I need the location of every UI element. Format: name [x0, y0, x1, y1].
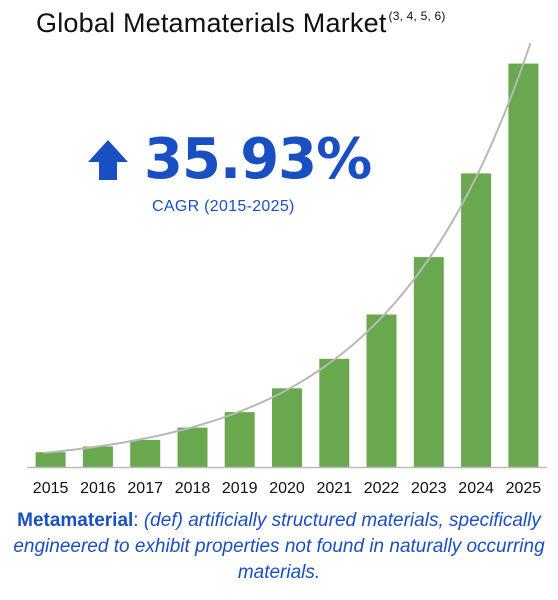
arrow-up-icon [88, 140, 128, 180]
bar-2016 [82, 446, 113, 467]
definition-term: Metamaterial [17, 510, 134, 531]
bar-2024 [461, 173, 492, 467]
definition-note: Metamaterial: (def) artificially structu… [0, 508, 558, 586]
x-tick-label: 2024 [458, 480, 494, 497]
cagr-value: 35.93% [144, 127, 372, 192]
bar-2017 [130, 439, 161, 467]
x-tick-label: 2017 [127, 480, 163, 497]
cagr-label: CAGR (2015-2025) [152, 198, 295, 215]
x-tick-label: 2023 [411, 480, 447, 497]
x-tick-label: 2025 [506, 480, 542, 497]
market-bar-chart: 2015 2016 2017 2018 2019 2020 2021 2022 2023 2024… [27, 42, 547, 497]
bar-2015 [35, 452, 66, 467]
bar-2020 [272, 388, 302, 467]
x-tick-label: 2015 [33, 480, 69, 497]
x-tick-label: 2020 [269, 480, 305, 497]
cagr-highlight: 35.93% CAGR (2015-2025) [86, 127, 386, 215]
bar-2022 [366, 314, 397, 467]
definition-colon: : [133, 510, 139, 531]
bar-2023 [413, 257, 444, 467]
x-tick-label: 2022 [364, 480, 400, 497]
x-tick-label: 2021 [317, 480, 353, 497]
x-tick-label: 2019 [222, 480, 258, 497]
trend-curve [43, 42, 532, 454]
title-text: Global Metamaterials Market [36, 8, 387, 38]
bar-2025 [508, 63, 539, 467]
x-tick-label: 2018 [175, 480, 211, 497]
bar-2021 [319, 358, 350, 467]
x-tick-label: 2016 [80, 480, 116, 497]
bar-2018 [177, 427, 208, 467]
title-references: (3, 4, 5, 6) [388, 9, 446, 23]
bar-2019 [224, 412, 255, 467]
chart-title: Global Metamaterials Market (3, 4, 5, 6) [36, 8, 446, 39]
definition-text: (def) artificially structured materials,… [13, 510, 545, 583]
